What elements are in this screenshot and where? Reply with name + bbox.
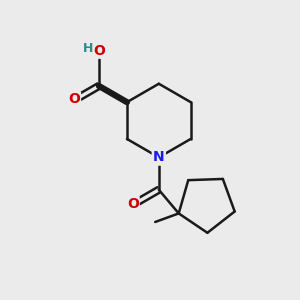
Text: O: O: [93, 44, 105, 58]
Text: O: O: [127, 197, 139, 211]
Text: H: H: [82, 42, 93, 55]
Text: O: O: [68, 92, 80, 106]
Text: N: N: [153, 150, 165, 164]
